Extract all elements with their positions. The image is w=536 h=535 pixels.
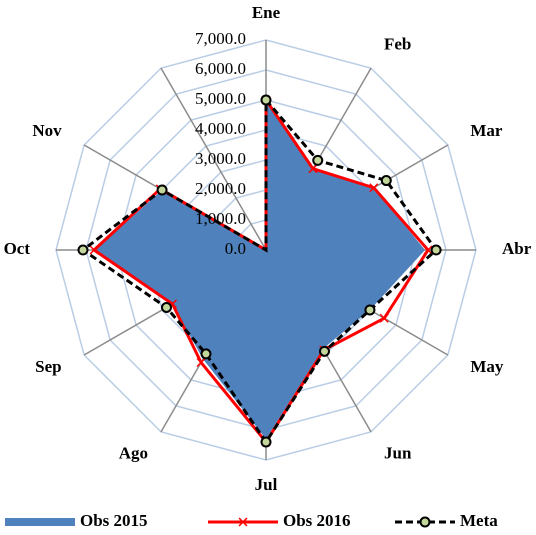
category-label: Oct: [4, 239, 31, 258]
marker: [364, 304, 376, 316]
legend-marker: [419, 516, 431, 528]
marker: [379, 313, 389, 323]
category-label: Nov: [32, 121, 62, 140]
category-label: Sep: [35, 357, 61, 376]
category-label: Ago: [119, 443, 148, 462]
y-tick-label: 1,000.0: [195, 209, 246, 228]
marker: [369, 183, 379, 193]
legend-marker: [238, 517, 248, 527]
legend-label: Obs 2016: [283, 511, 351, 530]
marker: [380, 175, 392, 187]
category-label: Feb: [384, 35, 411, 54]
legend-label: Meta: [460, 511, 498, 530]
marker: [260, 436, 272, 448]
marker: [156, 184, 168, 196]
category-label: Jul: [255, 475, 278, 494]
y-tick-label: 0.0: [225, 239, 246, 258]
marker: [423, 245, 433, 255]
marker: [200, 348, 212, 360]
area: [95, 100, 425, 439]
marker: [319, 345, 330, 357]
marker: [312, 154, 324, 166]
y-tick-label: 2,000.0: [195, 179, 246, 198]
marker: [260, 94, 272, 106]
y-tick-label: 4,000.0: [195, 119, 246, 138]
marker: [308, 164, 318, 174]
spoke: [160, 67, 267, 251]
category-label: Jun: [384, 443, 412, 462]
category-label: Abr: [502, 239, 532, 258]
y-tick-label: 7,000.0: [195, 29, 246, 48]
category-label: Mar: [470, 121, 503, 140]
marker: [430, 244, 442, 256]
y-tick-label: 3,000.0: [195, 149, 246, 168]
marker: [89, 245, 99, 255]
legend-label: Obs 2015: [80, 511, 148, 530]
marker: [77, 244, 89, 256]
legend-swatch: [5, 518, 75, 526]
category-label: Ene: [252, 3, 281, 22]
category-label: May: [470, 357, 504, 376]
marker: [196, 357, 206, 368]
marker: [160, 301, 172, 313]
y-tick-label: 5,000.0: [195, 89, 246, 108]
y-tick-label: 6,000.0: [195, 59, 246, 78]
